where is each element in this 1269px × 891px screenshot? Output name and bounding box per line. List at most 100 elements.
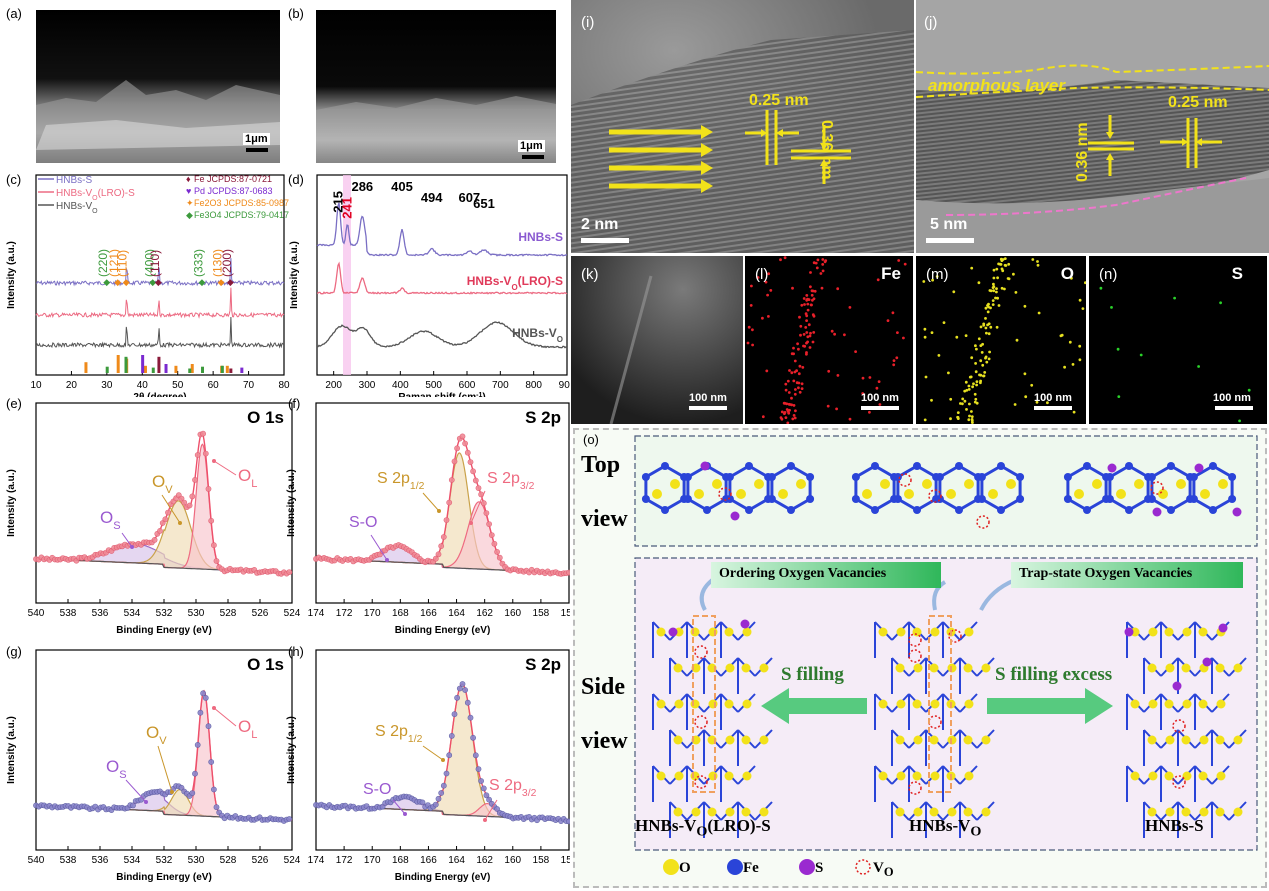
f-xtick-label: 158	[533, 608, 550, 619]
map-fe-dot	[892, 359, 896, 362]
map-o-dot	[1000, 286, 1004, 290]
top-structure-right-fe-atom	[1083, 462, 1091, 470]
side-structure-right-o-atom	[1233, 735, 1243, 745]
e-leader-ol	[213, 460, 237, 476]
map-fe-dot	[750, 284, 753, 288]
map-fe-dot	[816, 258, 820, 262]
map-fe-dot	[807, 298, 811, 301]
e-plot-frame	[35, 402, 293, 604]
top-structure-middle-fe-atom	[997, 506, 1005, 514]
map-o-dot	[1068, 340, 1072, 344]
g-data-point	[210, 786, 217, 793]
f-data-point	[467, 459, 474, 465]
map-fe-dot	[868, 376, 872, 379]
top-structure-middle-fe-atom	[997, 462, 1005, 470]
side-structure-right-vacancy	[1172, 719, 1186, 733]
e-data-point	[210, 542, 217, 549]
side-structure-right-o-atom	[1147, 663, 1157, 673]
map-fe-dot	[780, 417, 784, 421]
panel-label-m: (m)	[926, 266, 949, 283]
side-structure-middle-o-atom	[929, 807, 939, 817]
xrd-xtick-label: 30	[101, 380, 113, 391]
h-leader-s2p32-dot	[483, 818, 487, 822]
f-data-point	[443, 517, 450, 523]
side-structure-left-o-atom	[656, 771, 666, 781]
side-structure-right-o-atom	[1198, 627, 1208, 637]
raman-xtick-label: 800	[525, 380, 542, 391]
top-structure-right-o-atom	[1092, 479, 1102, 489]
map-fe-dot	[803, 344, 807, 348]
map-fe-dot	[767, 272, 771, 276]
map-fe-dot	[794, 409, 797, 413]
raman-series-2	[316, 321, 568, 349]
map-fe-dot	[799, 324, 803, 328]
top-structure-middle-vacancy	[976, 515, 990, 529]
map-fe-dot	[810, 293, 814, 297]
top-structure-middle-o-atom	[1006, 479, 1016, 489]
side-structure-middle-o-atom	[963, 663, 973, 673]
e-xtick-label: 532	[156, 608, 173, 619]
e-data-point	[213, 558, 220, 564]
raman-series-0	[316, 202, 568, 257]
map-fe-dot	[797, 386, 800, 390]
top-structure-right-fe-atom	[1105, 473, 1114, 481]
side-structure-left-o-atom	[707, 807, 717, 817]
g-peak-label-os: OS	[106, 757, 127, 781]
h-data-point	[486, 796, 492, 803]
h-data-point	[464, 699, 471, 706]
legend-s-swatch	[799, 859, 815, 875]
sem-image-b	[316, 10, 556, 163]
side-structure-middle-o-atom	[912, 771, 922, 781]
map-fe-dot	[788, 369, 791, 372]
top-structure-middle-fe-atom	[893, 495, 902, 503]
h-data-point	[435, 795, 442, 802]
top-structure-right-fe-atom	[1209, 462, 1217, 470]
map-o-dot	[963, 399, 967, 403]
h-xtick-label: 158	[533, 855, 550, 866]
map-fe-dot	[783, 412, 786, 415]
xrd-xtick-label: 80	[278, 380, 290, 391]
top-structure-middle-fe-atom	[955, 462, 963, 470]
map-o-dot	[1023, 304, 1027, 308]
map-fe-dot	[798, 315, 801, 319]
h-data-point	[494, 806, 500, 812]
map-fe-dot	[854, 350, 857, 353]
map-o-dot	[1063, 365, 1066, 369]
top-structure-left-fe-atom	[641, 495, 650, 503]
map-fe-dot	[809, 271, 812, 274]
map-s-scalebar	[1215, 406, 1253, 410]
side-structure-right-o-atom	[1233, 807, 1243, 817]
e-data-point	[157, 527, 163, 534]
raman-xtick-label: 500	[425, 380, 442, 391]
map-fe-dot	[808, 334, 812, 338]
map-o-dot	[974, 362, 977, 365]
map-fe-dot	[784, 416, 788, 419]
f-plot-frame	[315, 402, 570, 604]
side-structure-left-vacancy	[694, 775, 708, 789]
map-fe-dot	[805, 294, 809, 297]
top-structure-right-fe-atom	[1228, 473, 1237, 481]
xrd-ref-legend-marker: ♥	[186, 186, 191, 196]
map-o-dot	[984, 306, 988, 310]
map-fe-dot	[786, 379, 790, 383]
raman-chart: 200 300 400 500 600 700 800 900 Raman shift (cm-…	[289, 174, 570, 397]
h-data-point	[467, 714, 474, 721]
raman-series-label: HNBs-VO	[512, 326, 563, 344]
map-fe-dot	[802, 297, 806, 300]
raman-highlight-band	[343, 175, 351, 375]
map-fe-dot	[805, 314, 809, 318]
xrd-series-1	[35, 287, 285, 319]
side-structure-middle-o-atom	[981, 663, 991, 673]
top-structure-left-o-atom	[796, 479, 806, 489]
top-structure-right-o-atom	[1074, 489, 1084, 499]
map-o-dot	[975, 383, 978, 387]
f-xtick-label: 170	[364, 608, 381, 619]
side-structure-right-o-atom	[1164, 627, 1174, 637]
tem-image-j: (j) amorphous layer 0.25 nm 0.36 nm 5 nm	[916, 0, 1269, 253]
map-fe-dot	[798, 390, 802, 394]
map-fe-dot	[802, 333, 806, 336]
scalebar-n-label: 100 nm	[1213, 392, 1251, 404]
fe-dots	[746, 256, 907, 424]
map-o-dot	[988, 350, 991, 354]
map-fe-dot	[792, 352, 795, 356]
